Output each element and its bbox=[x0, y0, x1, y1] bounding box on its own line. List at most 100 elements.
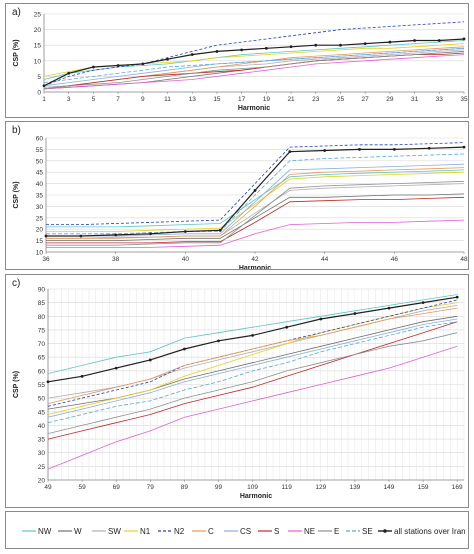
legend-label: CS bbox=[240, 527, 251, 536]
y-tick-label: 65 bbox=[38, 355, 46, 362]
data-point bbox=[314, 43, 318, 47]
y-tick-label: 80 bbox=[38, 314, 46, 321]
x-tick-label: 44 bbox=[321, 256, 329, 263]
y-tick-label: 15 bbox=[34, 43, 42, 50]
y-tick-label: 70 bbox=[38, 341, 46, 348]
series-line-n1 bbox=[46, 171, 465, 232]
legend-label: all stations over Iran bbox=[394, 527, 466, 536]
y-tick-label: 50 bbox=[38, 396, 46, 403]
y-tick-label: 40 bbox=[38, 423, 46, 430]
data-point bbox=[462, 145, 466, 149]
legend-label: SW bbox=[108, 527, 121, 536]
y-tick-label: 20 bbox=[34, 27, 42, 34]
x-tick-label: 7 bbox=[116, 96, 120, 103]
x-tick-label: 23 bbox=[312, 96, 320, 103]
y-tick-label: 25 bbox=[34, 12, 42, 19]
data-point bbox=[240, 48, 244, 52]
y-tick-label: 60 bbox=[38, 368, 46, 375]
y-tick-label: 45 bbox=[38, 409, 46, 416]
data-point bbox=[141, 62, 145, 66]
data-point bbox=[462, 37, 466, 41]
data-point bbox=[149, 232, 152, 236]
data-point bbox=[114, 233, 118, 237]
data-point bbox=[387, 306, 391, 310]
series-line-cs bbox=[47, 318, 458, 418]
data-point bbox=[289, 45, 293, 49]
x-tick-label: 31 bbox=[411, 96, 419, 103]
data-point bbox=[413, 39, 416, 42]
y-axis-title: CSP (%) bbox=[13, 371, 20, 398]
series-line-se bbox=[47, 321, 458, 424]
y-tick-label: 40 bbox=[36, 181, 44, 188]
data-point bbox=[253, 189, 257, 192]
y-tick-label: 5 bbox=[37, 74, 41, 81]
data-point bbox=[44, 234, 48, 238]
data-point bbox=[353, 312, 357, 315]
data-point bbox=[114, 366, 118, 370]
series-line-cs bbox=[46, 163, 465, 237]
series-line-nw bbox=[43, 40, 465, 80]
series-line-e bbox=[47, 332, 458, 434]
x-tick-label: 149 bbox=[384, 484, 395, 491]
data-point bbox=[148, 358, 152, 362]
data-point bbox=[217, 339, 220, 343]
chart-panel-b: b) 10 15 20 25 30 35 40 45 50 55 60 36 38 40 42 44 46 48 Ha… bbox=[5, 121, 469, 270]
x-tick-label: 40 bbox=[182, 256, 190, 263]
panel-label: a) bbox=[12, 7, 21, 18]
data-point bbox=[288, 150, 292, 154]
x-tick-label: 159 bbox=[418, 484, 429, 491]
x-tick-label: 3 bbox=[67, 96, 71, 103]
x-axis-title: Harmonic bbox=[240, 493, 272, 500]
y-tick-label: 45 bbox=[36, 170, 44, 177]
legend-label: NW bbox=[38, 527, 52, 536]
data-point bbox=[339, 43, 342, 47]
chart-panel-c: c) 20 25 30 35 40 45 50 55 60 65 70 75 80 85 90 49 59 69 79… bbox=[5, 274, 469, 508]
data-point bbox=[437, 39, 441, 42]
x-axis-title: Harmonic bbox=[238, 105, 270, 112]
x-tick-label: 21 bbox=[287, 96, 295, 103]
data-point bbox=[264, 46, 268, 50]
x-tick-label: 42 bbox=[251, 256, 259, 263]
y-tick-label: 15 bbox=[36, 238, 44, 245]
series-line-ne bbox=[43, 54, 465, 90]
x-tick-label: 9 bbox=[141, 96, 145, 103]
legend-label: E bbox=[334, 527, 339, 536]
chart-c-svg: c) 20 25 30 35 40 45 50 55 60 65 70 75 80 85 90 49 59 69 79… bbox=[12, 278, 465, 500]
legend-label: N1 bbox=[140, 527, 151, 536]
series-line-all-stations-over-iran bbox=[43, 38, 465, 87]
data-point bbox=[421, 301, 425, 305]
y-tick-label: 25 bbox=[38, 464, 46, 471]
data-point bbox=[358, 148, 361, 151]
data-point bbox=[319, 317, 323, 321]
x-tick-label: 11 bbox=[164, 96, 171, 103]
x-tick-label: 35 bbox=[460, 96, 468, 103]
x-tick-label: 36 bbox=[42, 256, 50, 263]
x-tick-label: 49 bbox=[44, 484, 52, 491]
series-line-c bbox=[46, 167, 465, 239]
data-point bbox=[285, 325, 289, 329]
x-tick-label: 29 bbox=[386, 96, 394, 103]
series-line-n1 bbox=[47, 302, 458, 415]
series-line-n2 bbox=[47, 299, 458, 407]
y-tick-label: 35 bbox=[38, 437, 46, 444]
legend-label: N2 bbox=[174, 527, 185, 536]
data-point bbox=[92, 65, 95, 69]
data-point bbox=[251, 333, 254, 337]
data-point bbox=[392, 148, 396, 151]
y-tick-label: 20 bbox=[36, 227, 44, 234]
x-tick-label: 33 bbox=[436, 96, 444, 103]
y-tick-label: 30 bbox=[38, 450, 46, 457]
y-tick-label: 10 bbox=[36, 250, 44, 257]
data-point bbox=[427, 146, 431, 150]
x-tick-label: 169 bbox=[452, 484, 463, 491]
legend-label: SE bbox=[362, 527, 373, 536]
y-tick-label: 75 bbox=[38, 327, 46, 334]
x-tick-label: 38 bbox=[112, 256, 120, 263]
y-tick-label: 35 bbox=[36, 193, 44, 200]
series-line-nw bbox=[46, 169, 465, 228]
x-tick-label: 109 bbox=[247, 484, 258, 491]
series-line-e bbox=[43, 51, 465, 90]
legend-label: C bbox=[208, 527, 214, 536]
y-tick-label: 60 bbox=[36, 136, 44, 143]
